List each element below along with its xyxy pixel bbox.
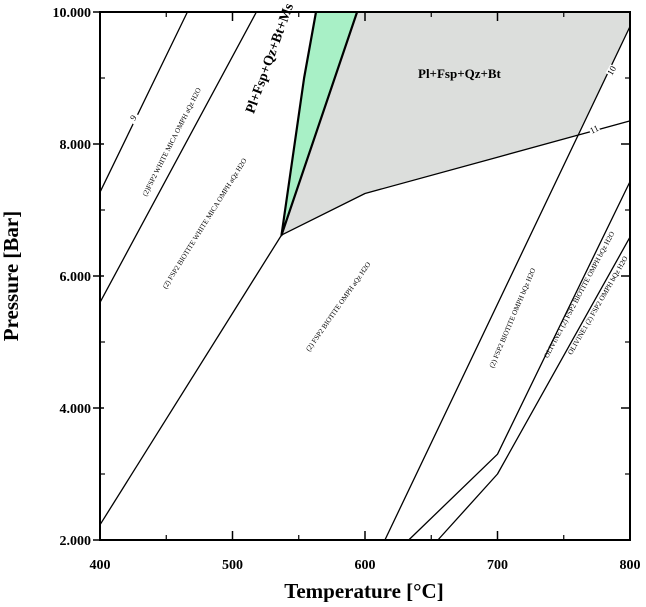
field-label-2: (2) FSP2 BIOTITE OMPH aQz H2O	[304, 261, 372, 353]
isopleth-label-0: 9	[128, 113, 139, 123]
y-tick-label: 8.000	[60, 138, 92, 153]
ms-field-outline	[280, 11, 359, 237]
region-label-0: Pl+Fsp+Qz+Bt+Ms	[243, 1, 297, 116]
x-tick-label: 800	[620, 558, 641, 573]
y-tick-label: 4.000	[60, 402, 92, 417]
x-axis-title: Temperature [°C]	[284, 579, 443, 602]
axis-ticks: 400 500 600 700 800 2.000 4.000 6.000 8.000 10.00…	[53, 6, 641, 573]
phase-boundary-7	[384, 26, 631, 541]
x-tick-label: 500	[222, 558, 243, 573]
phase-boundary-0	[99, 11, 188, 193]
field-label-3: (2) FSP2 BIOTITE OMPH bQz H2O	[488, 267, 537, 369]
phase-boundary-2	[99, 234, 283, 526]
phase-boundary-1	[99, 11, 257, 303]
isopleth-label-bg	[127, 111, 141, 125]
y-tick-label: 6.000	[60, 270, 92, 285]
phase-boundary-8	[408, 181, 631, 541]
regions-layer	[281, 12, 630, 236]
isopleth-label-bg	[588, 123, 601, 137]
x-tick-label: 600	[355, 558, 376, 573]
field-label-0: (2)FSP2 WHITE MICA OMPH aQz H2O	[141, 87, 203, 198]
x-tick-label: 400	[90, 558, 111, 573]
y-tick-label: 10.000	[53, 6, 92, 21]
region-label-1: Pl+Fsp+Qz+Bt	[418, 66, 502, 81]
isopleth-label-bg	[605, 64, 619, 78]
y-tick-label: 2.000	[60, 534, 92, 549]
phase-region-1	[281, 12, 630, 236]
phase-boundary-9	[437, 236, 631, 541]
isopleth-label-2: 11	[588, 123, 600, 136]
field-label-1: (2) FSP2 BIOTITE WHITE MICA OMPH aQz H2O	[161, 157, 248, 290]
boundaries-layer	[99, 11, 631, 541]
y-axis-title: Pressure [Bar]	[0, 211, 23, 341]
x-tick-label: 700	[487, 558, 508, 573]
